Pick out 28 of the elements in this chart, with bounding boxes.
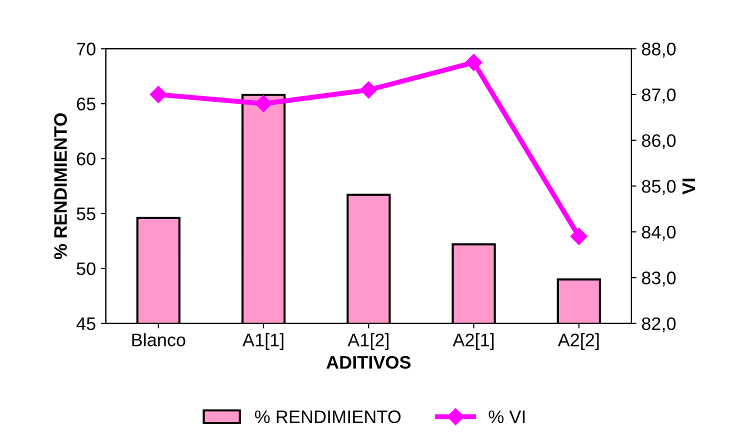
y2-axis-title: VI (682, 178, 695, 194)
y2-tick-label: 88,0 (642, 42, 676, 58)
x-tick-label: A2[1] (452, 333, 494, 350)
y-axis-title: % RENDIMIENTO (54, 113, 67, 260)
y-tick-label: 45 (76, 318, 96, 330)
legend-label: % VI (488, 410, 525, 424)
y2-tick-label: 85,0 (642, 180, 676, 195)
legend-label: % RENDIMIENTO (254, 410, 401, 424)
point (150, 86, 167, 104)
y-tick-label: 50 (76, 262, 96, 276)
x-tick-label: A2[2] (558, 333, 599, 350)
y2-tick-label: 82,0 (642, 317, 676, 332)
y-tick-label: 65 (76, 98, 96, 110)
point (465, 54, 482, 72)
point (254, 95, 272, 112)
y2-tick-label: 86,0 (642, 134, 676, 150)
y-tick-label: 70 (76, 42, 96, 56)
y-tick-label: 60 (76, 152, 96, 166)
y-tick-label: 55 (76, 208, 96, 220)
point (570, 228, 588, 245)
x-tick-label: A1[1] (242, 333, 284, 350)
x-tick-label: Blanco (132, 333, 186, 346)
x-tick-label: A1[2] (348, 333, 388, 350)
y2-tick-label: 84,0 (642, 226, 676, 241)
y2-tick-label: 83,0 (642, 272, 676, 286)
point (360, 81, 378, 98)
x-axis-title: ADITIVOS (326, 356, 411, 369)
y2-tick-label: 87,0 (642, 88, 676, 104)
